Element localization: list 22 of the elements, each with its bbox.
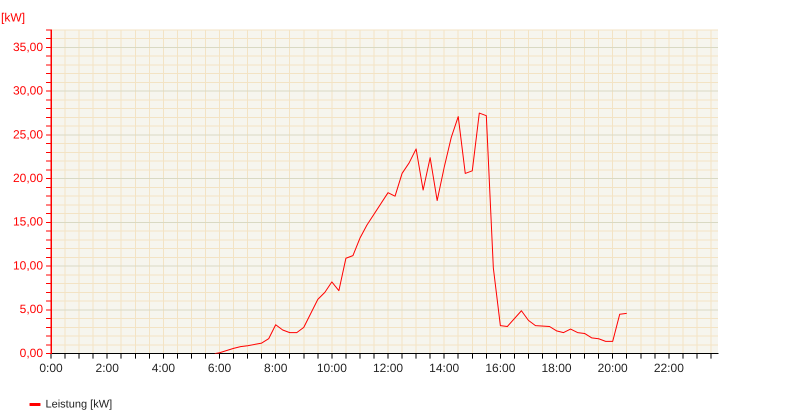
y-tick-label: 15,00: [13, 214, 44, 229]
x-tick-label: 8:00: [264, 361, 288, 376]
y-tick-label: 20,00: [13, 170, 44, 185]
x-tick-label: 0:00: [39, 361, 64, 376]
x-tick-label: 16:00: [485, 361, 516, 376]
y-tick-label: 30,00: [13, 84, 44, 98]
x-tick-label: 4:00: [152, 361, 176, 376]
y-tick-label: 0,00: [20, 346, 44, 360]
x-tick-label: 10:00: [316, 361, 348, 376]
y-axis-title: [kW]: [1, 10, 26, 24]
x-tick-label: 6:00: [208, 361, 232, 376]
y-tick-label: 25,00: [13, 127, 44, 142]
y-tick-label: 5,00: [20, 302, 44, 316]
y-tick-label: 35,00: [13, 40, 44, 54]
x-tick-label: 12:00: [373, 361, 404, 376]
x-tick-label: 2:00: [96, 361, 120, 376]
x-tick-label: 22:00: [654, 361, 684, 376]
y-tick-label: 10,00: [13, 258, 44, 272]
x-tick-label: 18:00: [542, 361, 572, 376]
x-tick-label: 20:00: [598, 361, 628, 376]
x-tick-label: 14:00: [429, 361, 460, 376]
legend-label: Leistung [kW]: [46, 398, 112, 411]
